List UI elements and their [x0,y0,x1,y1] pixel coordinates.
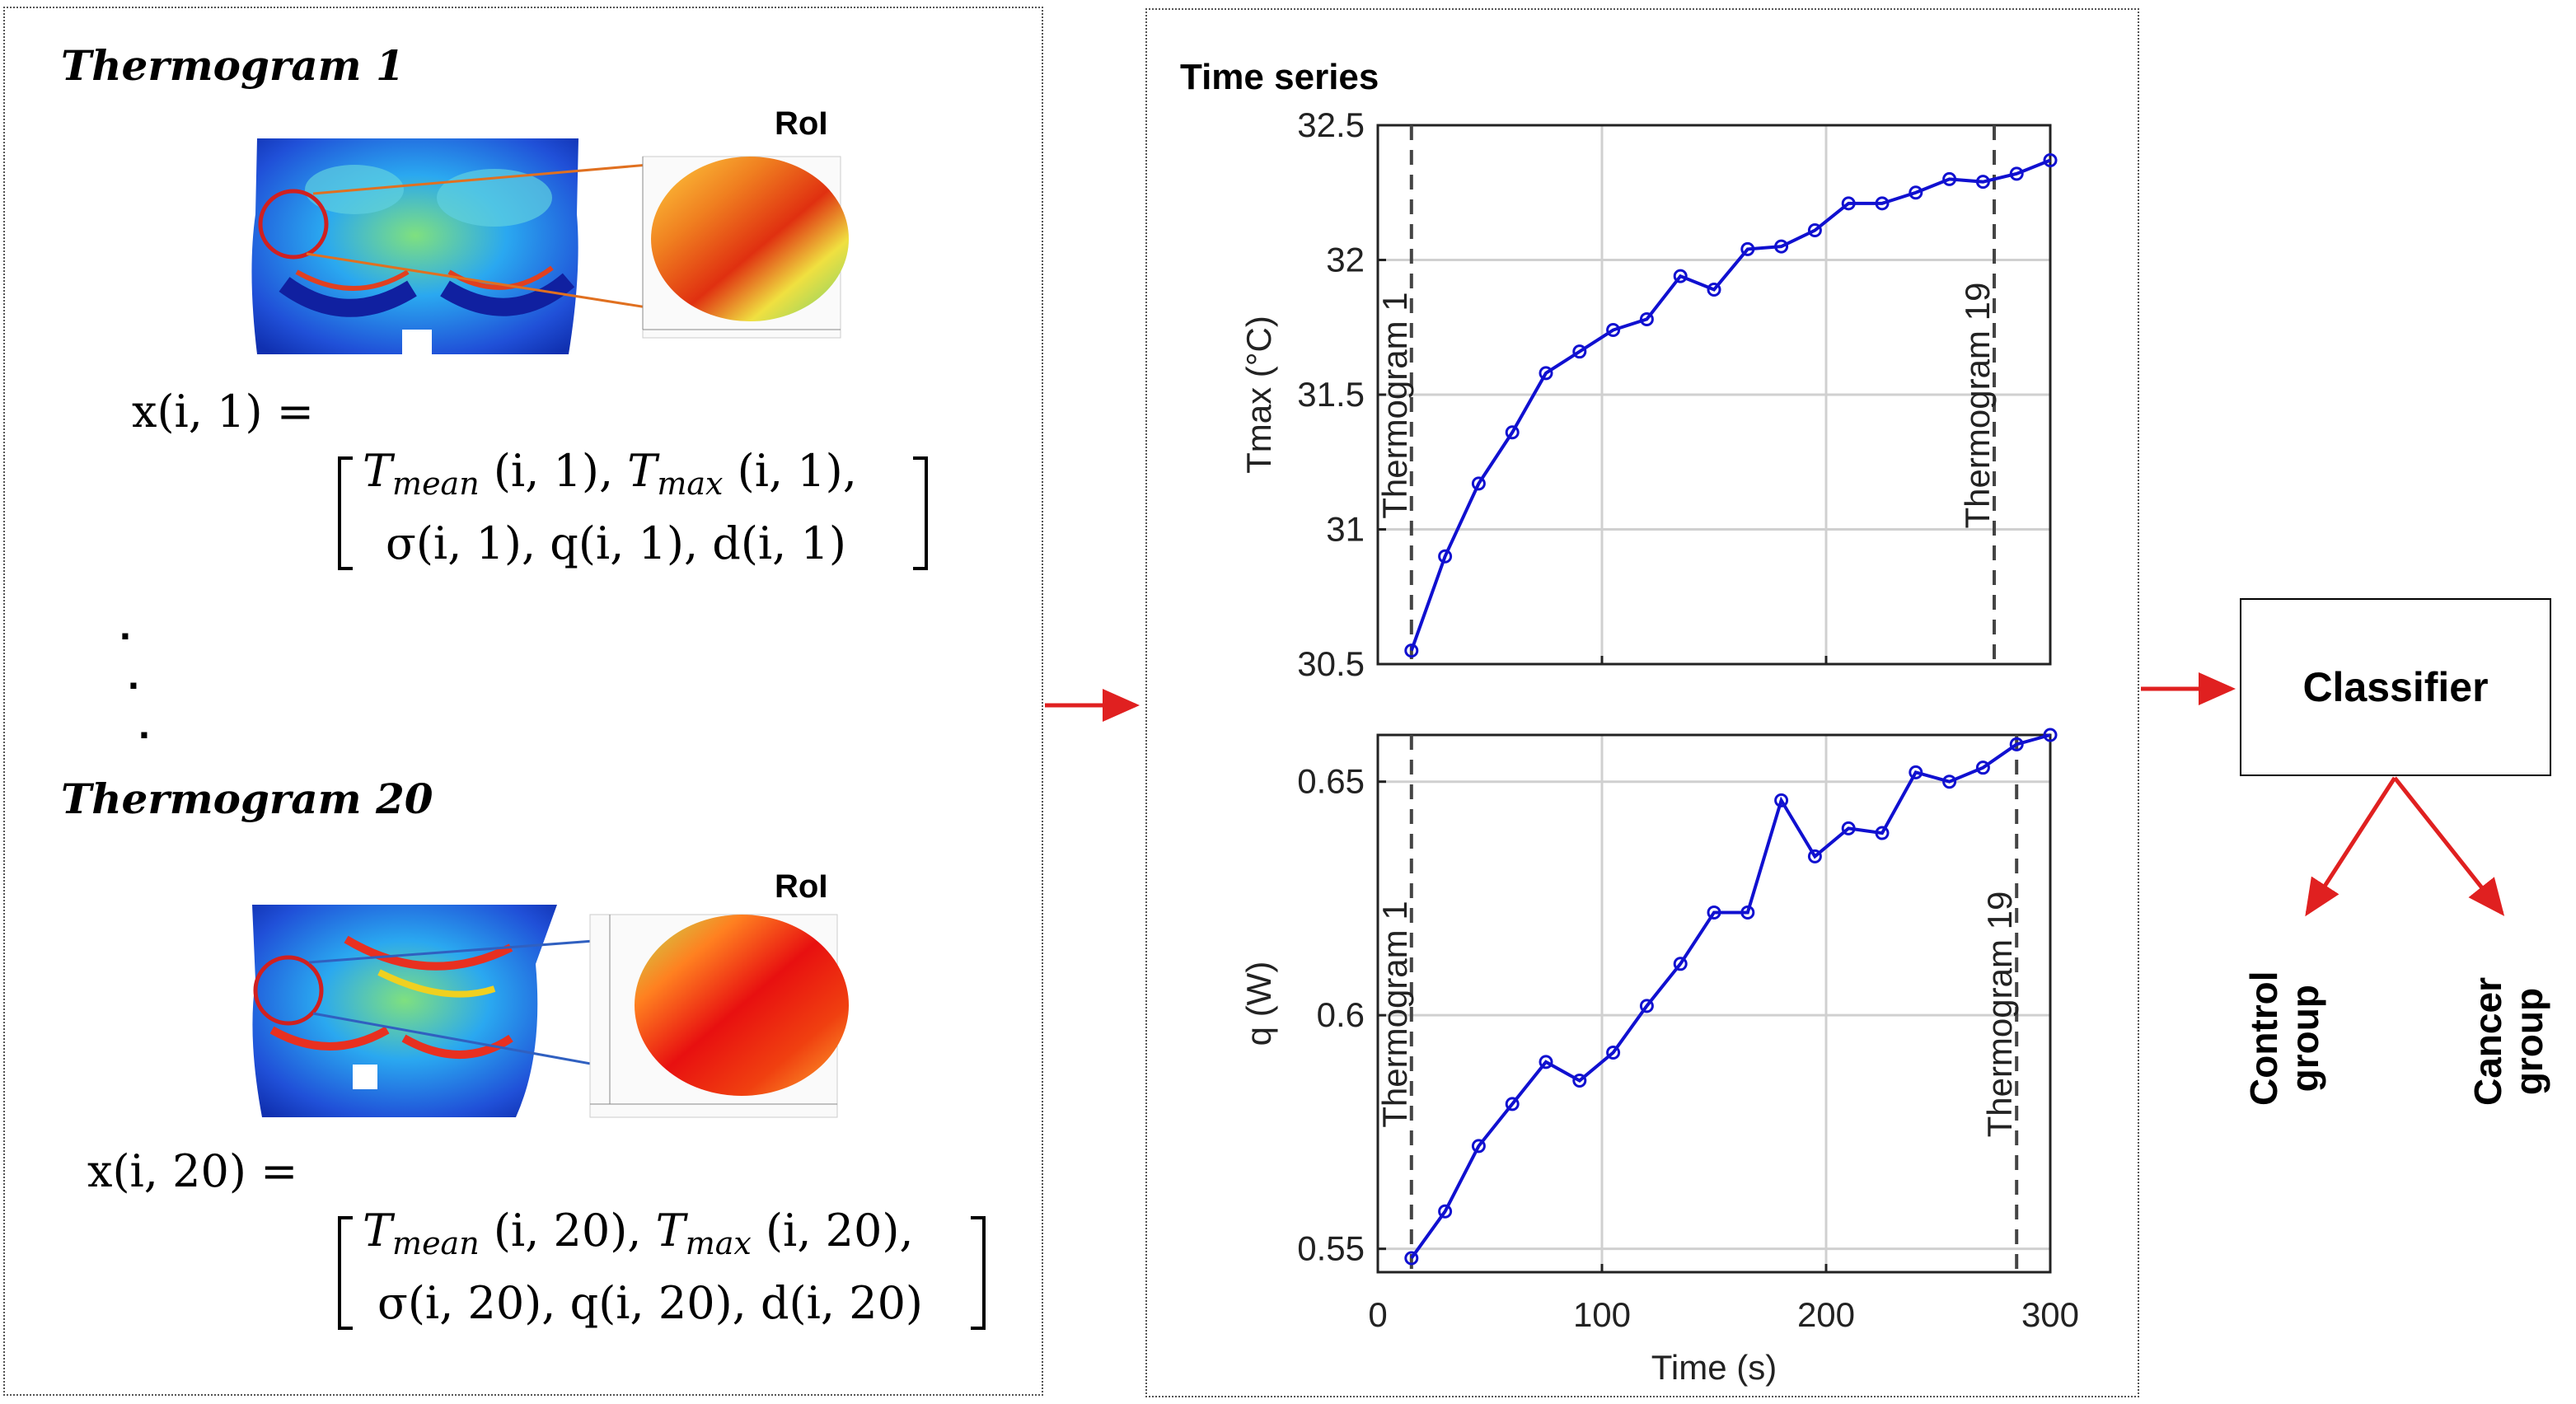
data-point [1505,425,1520,440]
data-point [1572,344,1587,359]
data-point [1975,760,1990,775]
y-tick-label: 32.5 [1297,105,1365,144]
bracket-right-20 [971,1216,986,1330]
data-point [2009,737,2024,751]
equation-1-lhs: x(i, 1) = [132,386,314,438]
thermogram-1-title: Thermogram 1 [61,41,405,90]
data-point [1740,241,1755,256]
bracket-left-20 [338,1216,353,1330]
y-tick-label: 0.65 [1297,762,1365,801]
equation-20-line1: Tmean (i, 20), Tmax (i, 20), [363,1205,914,1261]
data-point [1875,196,1890,211]
data-point [1673,957,1688,971]
time-series-panel [1145,8,2139,1397]
data-point [1404,1251,1419,1266]
roi-label-1: RoI [775,105,828,142]
data-point [1639,999,1654,1013]
data-point [1975,175,1990,190]
data-point [1807,223,1822,238]
data-point [1942,775,1957,789]
cancer-label-line1: Cancer [2466,977,2509,1106]
equation-brackets [338,456,986,1330]
marker-label: Thermogram 19 [1980,892,2019,1138]
data-point [2043,728,2058,742]
x-tick-label: 200 [1797,1295,1855,1334]
data-point [1471,476,1486,491]
equation-1-line1: Tmean (i, 1), Tmax (i, 1), [363,445,857,502]
x-tick-label: 0 [1368,1295,1387,1334]
classifier-box: Classifier [2240,598,2551,776]
data-point [1572,1074,1587,1088]
data-point [1942,171,1957,186]
classifier-label: Classifier [2302,664,2489,710]
ellipsis-dot-2: . [128,652,139,698]
data-point [2043,153,2058,168]
y-tick-label: 30.5 [1297,644,1365,683]
data-point [1673,269,1688,283]
data-point [1774,793,1789,807]
chart-2-frame [1376,733,2052,1274]
data-point [1875,826,1890,840]
arrow-to-control [2305,776,2397,917]
data-point [1471,1139,1486,1154]
data-point [1606,1046,1621,1060]
marker-label: Thermogram 19 [1958,283,1997,529]
arrow-to-cancer [2393,776,2505,916]
data-point [1807,849,1822,863]
marker-label: Thermogram 1 [1375,292,1414,518]
data-point [1539,366,1553,381]
ellipsis-dot-1: . [119,602,131,648]
chart-title: Time series [1180,57,1379,97]
data-point [1404,644,1419,658]
y-axis-label: q (W) [1239,962,1278,1046]
y-tick-label: 32 [1326,241,1365,279]
y-tick-label: 0.55 [1297,1229,1365,1268]
cancer-group-label: Cancer group [2466,977,2550,1106]
data-point [1841,196,1856,211]
ellipsis-dot-3: . [138,701,150,747]
data-point [1438,549,1453,564]
roi-circle-2 [253,955,324,1026]
control-group-label: Control group [2242,971,2326,1106]
data-point [1841,821,1856,835]
data-point [1505,1097,1520,1112]
y-axis-label: Tmax (°C) [1239,316,1278,474]
data-point [1774,239,1789,254]
x-tick-label: 100 [1573,1295,1631,1334]
thermogram-20-image [252,905,557,1117]
thermal-images [251,138,849,1118]
y-tick-label: 0.6 [1317,995,1365,1034]
data-point [1639,311,1654,326]
data-point [1606,323,1621,338]
data-point [1740,905,1755,920]
y-tick-label: 31.5 [1297,375,1365,414]
data-point [1707,905,1721,920]
roi-circle-1 [258,189,329,260]
data-point [1909,765,1923,779]
control-label-line1: Control [2242,971,2285,1106]
data-point [1707,282,1721,297]
x-tick-label: 300 [2021,1295,2079,1334]
x-axis-label: Time (s) [1651,1348,1777,1387]
data-point [2009,166,2024,181]
control-label-line2: group [2283,985,2326,1093]
equation-1-line2: σ(i, 1), q(i, 1), d(i, 1) [386,517,846,569]
data-point [1539,1055,1553,1069]
data-point [1909,185,1923,200]
thermogram-20-title: Thermogram 20 [61,775,433,823]
y-tick-label: 31 [1326,510,1365,549]
roi-2-plot [589,914,849,1118]
marker-label: Thermogram 1 [1375,901,1414,1127]
data-point [1438,1204,1453,1219]
bracket-left-1 [338,456,353,570]
equation-20-lhs: x(i, 20) = [87,1145,298,1197]
bracket-right-1 [913,456,928,570]
equation-20-line2: σ(i, 20), q(i, 20), d(i, 20) [377,1277,924,1329]
roi-1-plot [642,156,849,339]
roi-label-2: RoI [775,868,828,905]
thermogram-features-panel [3,7,1043,1396]
cancer-label-line2: group [2508,987,2550,1096]
